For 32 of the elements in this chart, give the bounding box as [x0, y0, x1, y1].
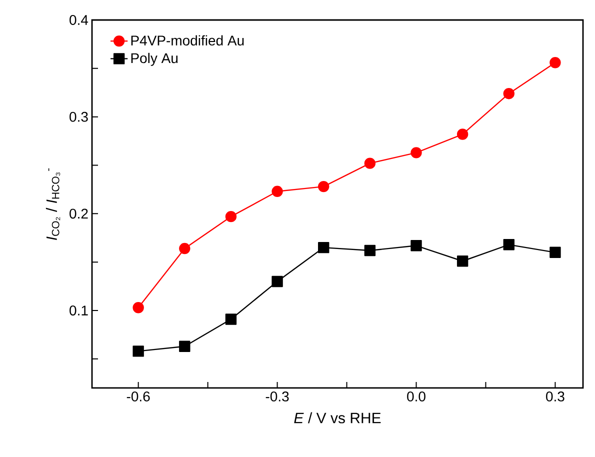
y-tick-label: 0.4 — [70, 15, 88, 25]
y-tick-label: 0.2 — [70, 208, 88, 219]
point — [364, 244, 376, 256]
legend-label: Poly Au — [131, 52, 178, 66]
point — [410, 240, 422, 252]
y-tick-label: 0.3 — [70, 112, 88, 122]
point — [456, 128, 468, 140]
point — [318, 180, 330, 192]
point — [318, 242, 330, 254]
point — [225, 314, 237, 325]
x-axis-title: E / V vs RHE — [294, 412, 381, 424]
point — [132, 346, 144, 357]
point — [225, 210, 237, 222]
point — [410, 147, 422, 158]
point — [132, 302, 144, 314]
x-tick-label: -0.3 — [266, 392, 289, 402]
y-tick-label: 0.1 — [70, 306, 88, 316]
x-tick-label: 0.0 — [407, 392, 426, 402]
point — [503, 88, 514, 100]
legend-label: P4VP-modified Au — [131, 35, 244, 46]
point — [272, 276, 283, 288]
point — [179, 242, 190, 254]
point — [456, 256, 468, 267]
point — [179, 340, 190, 352]
point — [503, 239, 514, 250]
point — [364, 158, 376, 169]
y-axis-title: I$_{CO₂}$ / I$_{HCO₃}$- — [46, 168, 60, 240]
point — [272, 186, 283, 197]
point — [550, 246, 561, 258]
x-tick-label: -0.6 — [126, 392, 150, 402]
point — [550, 57, 561, 68]
x-tick-label: 0.3 — [546, 392, 564, 402]
